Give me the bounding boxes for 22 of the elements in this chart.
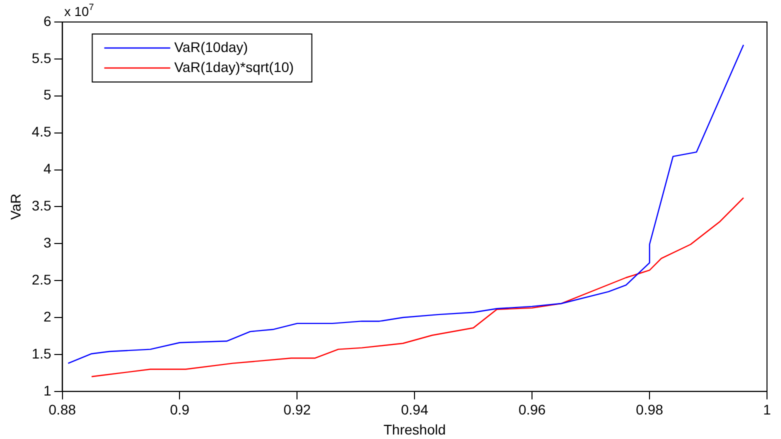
x-tick-label: 0.92: [284, 402, 312, 418]
y-axis-title: VaR: [7, 194, 24, 220]
y-tick-label: 5.5: [32, 50, 52, 66]
y-tick-label: 2: [43, 308, 52, 324]
y-tick-label: 1.5: [32, 345, 52, 362]
x-axis-title: Threshold: [384, 421, 446, 438]
x-tick-label: 0.88: [48, 402, 76, 418]
y-tick-label: 4.5: [32, 124, 52, 140]
x-tick-label: 0.9: [170, 402, 190, 418]
y-tick-label: 5: [43, 86, 52, 103]
legend-label: VaR(1day)*sqrt(10): [174, 58, 294, 75]
x-tick-label: 1: [763, 402, 772, 418]
y-tick-label: 1: [43, 382, 52, 398]
x-tick-label: 0.94: [401, 402, 428, 418]
y-tick-label: 3.5: [32, 198, 52, 214]
y-tick-label: 4: [43, 160, 52, 177]
y-tick-label: 2.5: [32, 271, 52, 288]
x-tick-label: 0.96: [518, 402, 546, 418]
y-tick-label: 6: [43, 12, 52, 29]
y-tick-label: 3: [43, 234, 52, 250]
legend-label: VaR(10day): [174, 38, 248, 55]
x-tick-label: 0.98: [636, 402, 664, 418]
